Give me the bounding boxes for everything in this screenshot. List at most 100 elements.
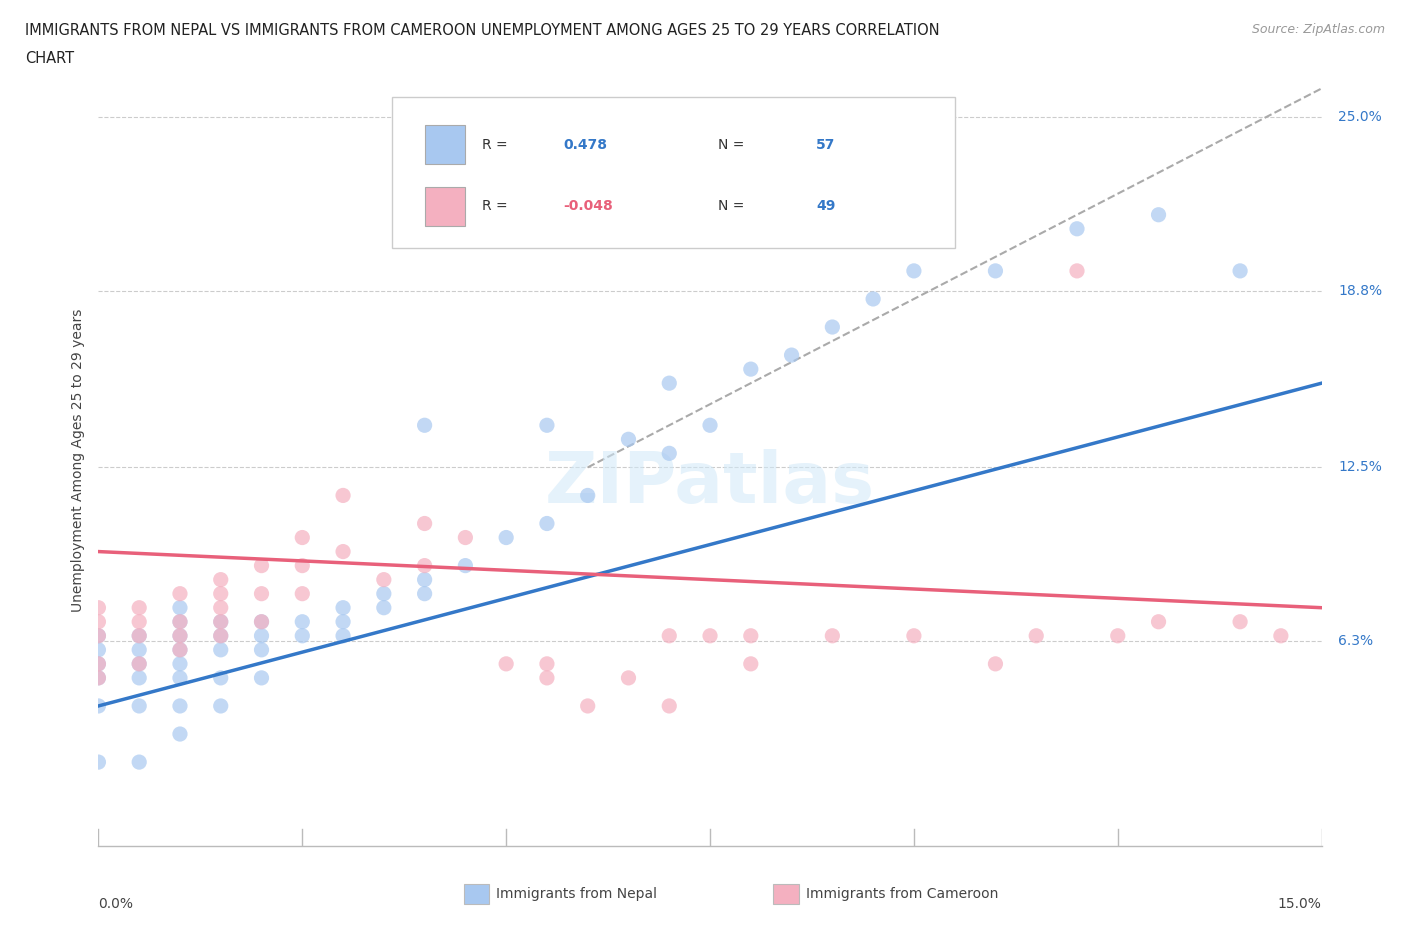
Point [1066, 221, 1088, 236]
Point [169, 671, 191, 685]
Point [209, 586, 232, 601]
Point [209, 643, 232, 658]
Point [658, 376, 681, 391]
Point [169, 726, 191, 741]
Text: Source: ZipAtlas.com: Source: ZipAtlas.com [1251, 23, 1385, 36]
Point [536, 516, 558, 531]
FancyBboxPatch shape [392, 97, 955, 248]
Point [903, 629, 925, 644]
Point [862, 291, 884, 306]
Point [454, 530, 477, 545]
Point [332, 629, 354, 644]
Point [413, 572, 436, 587]
Point [291, 586, 314, 601]
Text: 49: 49 [815, 199, 835, 213]
Point [984, 263, 1007, 278]
Y-axis label: Unemployment Among Ages 25 to 29 years: Unemployment Among Ages 25 to 29 years [70, 309, 84, 612]
Text: 0.478: 0.478 [564, 138, 607, 152]
Point [209, 698, 232, 713]
Point [169, 615, 191, 630]
Point [169, 643, 191, 658]
Point [1147, 615, 1170, 630]
Point [332, 488, 354, 503]
Point [413, 586, 436, 601]
Point [87, 600, 110, 615]
Point [291, 615, 314, 630]
Point [1147, 207, 1170, 222]
Point [169, 629, 191, 644]
Point [87, 615, 110, 630]
Text: 6.3%: 6.3% [1339, 634, 1374, 648]
Point [984, 657, 1007, 671]
Point [209, 572, 232, 587]
Point [617, 432, 640, 446]
Point [740, 657, 762, 671]
Point [169, 643, 191, 658]
Point [332, 615, 354, 630]
FancyBboxPatch shape [425, 187, 465, 226]
Point [169, 657, 191, 671]
Text: N =: N = [718, 138, 745, 152]
Point [454, 558, 477, 573]
Point [821, 320, 844, 335]
Point [128, 698, 150, 713]
Point [536, 657, 558, 671]
Point [658, 698, 681, 713]
Point [413, 418, 436, 432]
Point [87, 754, 110, 769]
Point [576, 698, 599, 713]
Point [128, 754, 150, 769]
Point [291, 629, 314, 644]
Point [128, 671, 150, 685]
Point [128, 643, 150, 658]
Point [128, 615, 150, 630]
Point [209, 615, 232, 630]
Text: ZIPatlas: ZIPatlas [546, 449, 875, 518]
Text: Immigrants from Cameroon: Immigrants from Cameroon [806, 886, 998, 901]
Point [250, 615, 273, 630]
Point [1066, 263, 1088, 278]
Point [1107, 629, 1129, 644]
Point [373, 572, 395, 587]
Point [291, 558, 314, 573]
Text: 18.8%: 18.8% [1339, 284, 1382, 298]
Point [373, 600, 395, 615]
Point [209, 600, 232, 615]
Point [821, 629, 844, 644]
Point [1025, 629, 1047, 644]
Point [209, 629, 232, 644]
Point [658, 445, 681, 460]
Point [250, 629, 273, 644]
Point [87, 671, 110, 685]
Point [373, 586, 395, 601]
Point [250, 586, 273, 601]
Text: Immigrants from Nepal: Immigrants from Nepal [496, 886, 658, 901]
Point [413, 516, 436, 531]
Point [128, 657, 150, 671]
Point [87, 657, 110, 671]
Point [413, 558, 436, 573]
Point [169, 600, 191, 615]
Point [332, 600, 354, 615]
Text: 0.0%: 0.0% [98, 897, 134, 910]
Point [250, 643, 273, 658]
Text: 12.5%: 12.5% [1339, 460, 1382, 474]
Point [87, 657, 110, 671]
Point [291, 530, 314, 545]
Point [209, 629, 232, 644]
Point [699, 418, 721, 432]
Point [87, 629, 110, 644]
Point [740, 362, 762, 377]
Point [495, 530, 517, 545]
Point [536, 671, 558, 685]
Point [87, 698, 110, 713]
Point [617, 671, 640, 685]
Point [128, 657, 150, 671]
Point [250, 558, 273, 573]
Point [576, 488, 599, 503]
Point [169, 629, 191, 644]
Point [169, 698, 191, 713]
Text: 25.0%: 25.0% [1339, 110, 1382, 124]
Text: R =: R = [482, 138, 508, 152]
FancyBboxPatch shape [425, 125, 465, 165]
